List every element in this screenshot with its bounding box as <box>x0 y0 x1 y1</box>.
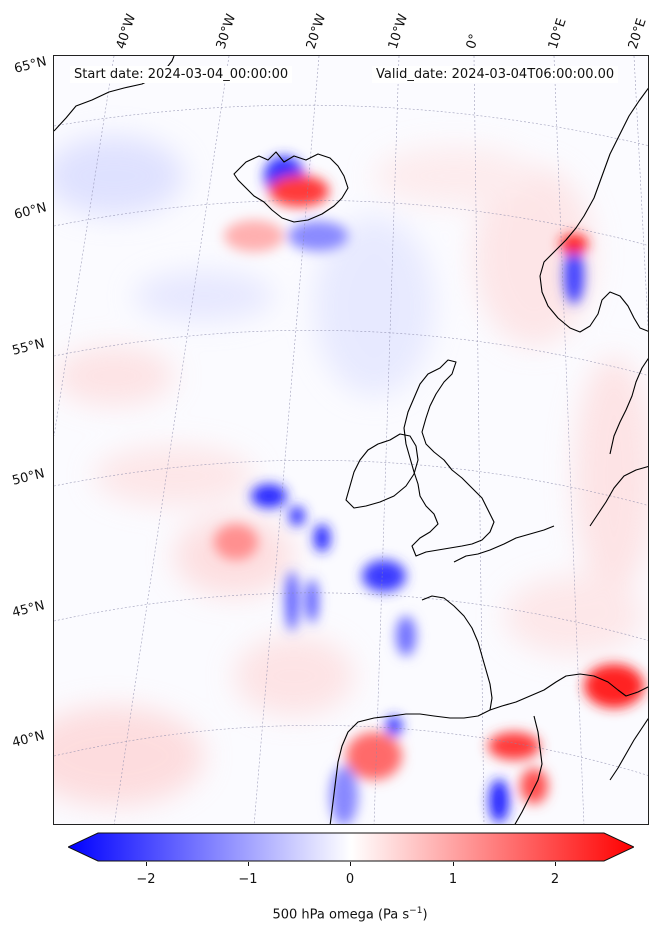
lat-label-45n: 45°N <box>10 598 47 621</box>
cb-tickmark-0 <box>350 862 351 866</box>
graticule <box>54 56 648 824</box>
colorbar-label: 500 hPa omega (Pa s−1) <box>0 906 659 922</box>
valid-date-label: Valid_date: 2024-03-04T06:00:00.00 <box>372 66 619 83</box>
cb-tickmark-m1 <box>248 862 249 866</box>
lat-label-65n: 65°N <box>12 54 49 77</box>
omega-field <box>54 136 648 824</box>
lat-label-50n: 50°N <box>10 466 47 489</box>
cb-tickmark-2 <box>555 862 556 866</box>
cb-tickmark-1 <box>453 862 454 866</box>
lon-label-30w: 30°W <box>213 12 240 51</box>
lon-label-20e: 20°E <box>625 16 650 51</box>
cb-tick-0: 0 <box>345 872 355 887</box>
italy-coast <box>609 718 648 781</box>
sweden-coast <box>609 358 648 455</box>
biscay-coast <box>329 595 493 824</box>
start-date-label: Start date: 2024-03-04_00:00:00 <box>70 66 293 83</box>
lon-label-10w: 10°W <box>385 12 412 51</box>
lon-label-10e: 10°E <box>545 16 570 51</box>
iceland-coast <box>233 151 349 223</box>
lat-label-60n: 60°N <box>12 200 49 223</box>
cb-tick-1: 1 <box>448 872 458 887</box>
cb-tick-m2: −2 <box>136 872 156 887</box>
lon-label-20w: 20°W <box>303 12 330 51</box>
cb-tick-m1: −1 <box>238 872 258 887</box>
spain-med-coast <box>489 673 648 711</box>
ireland-coast <box>345 433 419 509</box>
france-coast <box>453 525 555 563</box>
great-britain-coast <box>403 359 495 557</box>
denmark-coast <box>589 465 648 527</box>
colorbar-label-end: ) <box>422 907 428 923</box>
norway-coast <box>539 87 648 333</box>
lon-label-40w: 40°W <box>113 12 140 51</box>
cb-tick-2: 2 <box>550 872 560 887</box>
omega-field-map <box>54 56 648 824</box>
lat-label-55n: 55°N <box>10 336 47 359</box>
colorbar <box>68 832 634 862</box>
lat-label-40n: 40°N <box>10 728 47 751</box>
spain-east-coast <box>514 715 543 824</box>
colorbar-label-sup: −1 <box>409 906 423 916</box>
colorbar-label-text: 500 hPa omega (Pa s <box>272 907 410 923</box>
map-frame <box>53 55 649 825</box>
cb-tickmark-m2 <box>146 862 147 866</box>
lon-label-0: 0° <box>463 32 483 51</box>
colorbar-bar <box>68 832 634 862</box>
